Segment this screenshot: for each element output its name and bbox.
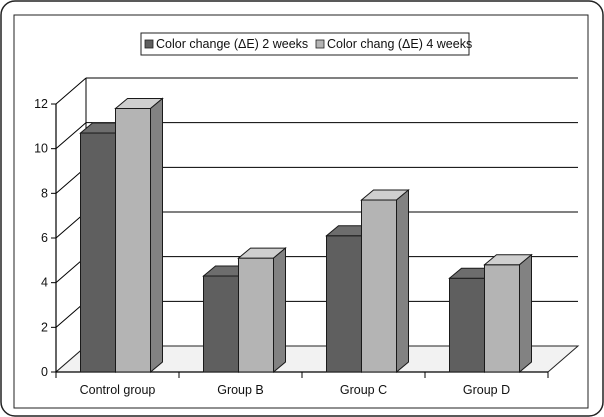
x-tick-label: Control group: [80, 383, 156, 397]
y-tick-label: 10: [34, 142, 48, 156]
legend-label-2-weeks: Color change (ΔE) 2 weeks: [156, 37, 308, 51]
y-tick-label: 6: [41, 231, 48, 245]
legend-box: [140, 32, 470, 56]
x-tick-label: Group B: [217, 383, 264, 397]
bar-front[interactable]: [115, 107, 151, 373]
bar-front[interactable]: [238, 257, 274, 373]
bar-front[interactable]: [80, 132, 116, 373]
side-wall-line: [55, 122, 87, 150]
bar-front[interactable]: [361, 199, 397, 373]
legend-swatch-4-weeks: [315, 39, 325, 49]
bar-side: [396, 188, 409, 374]
x-tick-label: Group C: [340, 383, 387, 397]
legend-label-4-weeks: Color chang (ΔE) 4 weeks: [327, 37, 472, 51]
legend: Color change (ΔE) 2 weeks Color chang (Δ…: [140, 32, 472, 56]
y-tick-label: 4: [41, 276, 48, 290]
legend-swatch-2-weeks: [144, 39, 154, 49]
plot-area: 0 2 4 6 8 10 12 Control group Group B Group C Grou…: [34, 77, 580, 397]
bar-side: [273, 247, 286, 374]
bar-side: [150, 97, 163, 374]
y-tick-label: 12: [34, 97, 48, 111]
bar-side: [519, 253, 532, 374]
bar-front[interactable]: [326, 235, 362, 373]
y-tick-label: 0: [41, 365, 48, 379]
bar-front[interactable]: [203, 275, 239, 373]
y-tick-label: 2: [41, 320, 48, 334]
side-wall-line: [55, 77, 87, 105]
bar-front[interactable]: [484, 264, 520, 373]
x-tick-label: Group D: [463, 383, 510, 397]
bar-front[interactable]: [449, 277, 485, 373]
y-tick-label: 8: [41, 186, 48, 200]
